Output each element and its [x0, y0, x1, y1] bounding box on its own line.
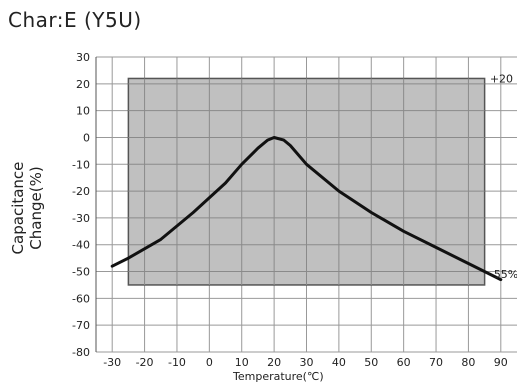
x-tick-label: 60: [397, 356, 411, 369]
x-tick-label: 50: [364, 356, 378, 369]
capacitance-curve: [110, 136, 503, 282]
annotations: +20 -55%: [490, 72, 517, 281]
y-tick-label: -60: [72, 292, 90, 305]
x-tick-label: 20: [267, 356, 281, 369]
annotation-label: -55%: [490, 268, 517, 281]
y-tick-label: -20: [72, 185, 90, 198]
y-tick-label: -40: [72, 239, 90, 252]
tick-labels: 30 20 10 0 -10 -20 -30 -40 -50 -60 -70 -80 -30 -20 -10…: [72, 51, 508, 369]
x-tick-label: 40: [332, 356, 346, 369]
y-tick-label: 30: [76, 51, 90, 64]
x-tick-label: 70: [429, 356, 443, 369]
y-tick-label: 0: [83, 131, 90, 144]
y-tick-label: 10: [76, 105, 90, 118]
x-tick-label: 10: [235, 356, 249, 369]
x-tick-label: 90: [494, 356, 508, 369]
x-tick-label: -20: [136, 356, 154, 369]
y-tick-label: 20: [76, 78, 90, 91]
x-tick-label: 30: [300, 356, 314, 369]
chart-title: Char:E (Y5U): [8, 8, 142, 32]
y-tick-label: -80: [72, 346, 90, 359]
y-tick-label: -30: [72, 212, 90, 225]
y-tick-label: -70: [72, 319, 90, 332]
y-tick-label: -50: [72, 266, 90, 279]
x-tick-label: 80: [461, 356, 475, 369]
annotation-label: +20: [490, 72, 513, 85]
x-tick-label: 0: [206, 356, 213, 369]
x-tick-label: -30: [103, 356, 121, 369]
x-tick-label: -10: [168, 356, 186, 369]
y-tick-label: -10: [72, 158, 90, 171]
x-axis-label: Temperature(℃): [233, 370, 324, 383]
